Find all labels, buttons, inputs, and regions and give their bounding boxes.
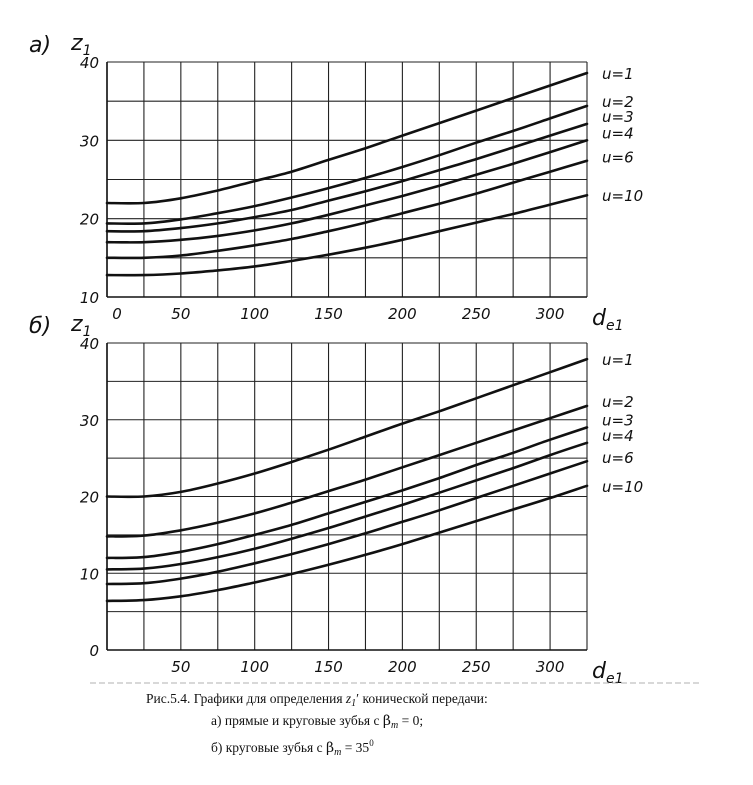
x-tick-label: 250 bbox=[462, 305, 491, 323]
caption-b-beta-sub: m bbox=[334, 747, 342, 758]
y-tick-label: 40 bbox=[80, 54, 99, 72]
series-line-u-4 bbox=[105, 139, 589, 244]
x-tick-label: 200 bbox=[388, 305, 417, 323]
caption-a-text: а) прямые и круговые зубья с bbox=[211, 713, 383, 728]
series-label: u=2 bbox=[602, 93, 634, 111]
series-label: u=10 bbox=[602, 478, 643, 496]
caption-b-degree: 0 bbox=[369, 738, 374, 748]
series-line-u-1 bbox=[105, 71, 589, 205]
caption-a-beta: β bbox=[382, 713, 391, 729]
caption-suffix: конической передачи: bbox=[359, 691, 488, 706]
y-tick-label: 30 bbox=[80, 412, 99, 430]
series-line-u-10 bbox=[105, 193, 589, 277]
y-axis-label: z1 bbox=[70, 31, 91, 59]
y-tick-label: 0 bbox=[89, 642, 99, 660]
y-tick-label: 20 bbox=[80, 211, 99, 229]
caption-prefix: Рис.5.4. Графики для определения bbox=[146, 691, 346, 706]
grid-lines bbox=[106, 61, 588, 298]
x-axis-label-sub: e1 bbox=[606, 318, 624, 334]
series-line-u-3 bbox=[105, 426, 589, 560]
series-line-u-2 bbox=[105, 104, 589, 225]
series-line-u-4 bbox=[105, 441, 589, 571]
series-label: u=10 bbox=[602, 187, 643, 205]
y-tick-label: 40 bbox=[80, 335, 99, 353]
y-tick-label: 10 bbox=[80, 565, 99, 583]
caption-b-text: б) круговые зубья с bbox=[211, 740, 326, 755]
panel-label: а) bbox=[29, 33, 51, 58]
series-line-u-10 bbox=[105, 484, 589, 603]
caption-b-beta: β bbox=[325, 740, 335, 756]
y-tick-label: 10 bbox=[80, 289, 99, 307]
y-tick-label: 30 bbox=[80, 132, 99, 150]
series-label: u=4 bbox=[602, 124, 634, 142]
grid-lines bbox=[106, 342, 588, 651]
caption-a-value: = 0; bbox=[398, 713, 424, 728]
x-tick-label: 250 bbox=[462, 658, 491, 676]
caption-prime: ′ bbox=[356, 691, 360, 706]
caption-a-beta-sub: m bbox=[390, 720, 399, 731]
x-tick-label: 100 bbox=[240, 305, 269, 323]
y-tick-label: 20 bbox=[80, 489, 99, 507]
series-label: u=6 bbox=[602, 149, 634, 167]
caption-line-1: Рис.5.4. Графики для определения z1′ кон… bbox=[146, 688, 488, 715]
x-tick-label: 200 bbox=[388, 658, 417, 676]
series-line-u-2 bbox=[105, 404, 589, 538]
x-tick-label: 50 bbox=[171, 658, 190, 676]
x-tick-label: 150 bbox=[314, 305, 343, 323]
x-tick-label: 300 bbox=[536, 305, 565, 323]
series-label: u=4 bbox=[602, 427, 634, 445]
series-label: u=3 bbox=[602, 411, 634, 429]
series-line-u-6 bbox=[105, 459, 589, 586]
caption-var-sub: 1 bbox=[351, 698, 357, 709]
caption-var: z bbox=[345, 691, 352, 706]
caption-line-2: а) прямые и круговые зубья с βm = 0; bbox=[211, 710, 423, 737]
series-label: u=6 bbox=[602, 449, 634, 467]
series-label: u=1 bbox=[602, 351, 634, 369]
series-line-u-3 bbox=[105, 122, 589, 233]
x-tick-label: 100 bbox=[240, 658, 269, 676]
series-label: u=2 bbox=[602, 393, 634, 411]
y-axis-label-sub: 1 bbox=[83, 43, 92, 59]
series-label: u=3 bbox=[602, 108, 634, 126]
series-line-u-1 bbox=[105, 357, 589, 499]
x-axis-label-sub: e1 bbox=[606, 671, 624, 687]
x-tick-label: 0 bbox=[112, 305, 122, 323]
series-line-u-6 bbox=[105, 159, 589, 260]
x-tick-label: 50 bbox=[171, 305, 190, 323]
x-tick-label: 150 bbox=[314, 658, 343, 676]
panel-label: б) bbox=[29, 314, 51, 339]
caption-b-value: = 35 bbox=[341, 740, 370, 755]
x-axis-label: de1 bbox=[592, 306, 624, 334]
series-label: u=1 bbox=[602, 65, 634, 83]
x-tick-label: 300 bbox=[536, 658, 565, 676]
y-axis-label: z1 bbox=[70, 312, 91, 340]
y-axis-label-sub: 1 bbox=[83, 324, 92, 340]
caption-line-3: б) круговые зубья с βm = 350 bbox=[211, 732, 374, 764]
